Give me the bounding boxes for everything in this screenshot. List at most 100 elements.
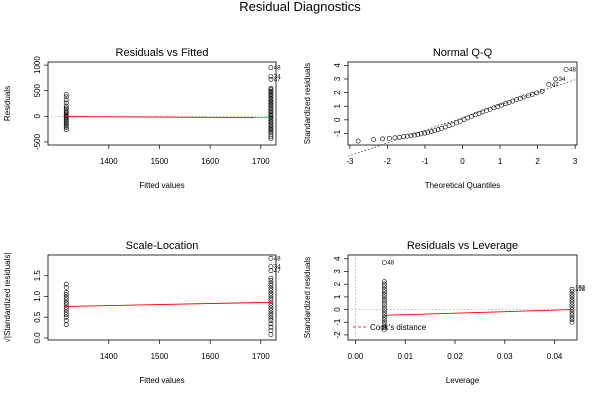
panel-title: Residuals vs Leverage	[407, 240, 518, 252]
data-point	[428, 129, 434, 135]
data-point	[422, 130, 427, 136]
y-tick-label: 1	[333, 294, 342, 299]
data-point	[268, 108, 274, 114]
data-point	[63, 309, 69, 315]
x-tick-label: 3	[573, 157, 578, 166]
data-point	[268, 110, 274, 116]
data-point	[529, 91, 535, 97]
data-point	[268, 321, 274, 327]
data-point	[63, 307, 69, 313]
y-tick-label: 0	[33, 114, 42, 119]
plot-frame	[347, 61, 578, 146]
data-point	[63, 91, 69, 97]
data-point	[569, 312, 575, 318]
data-point	[268, 91, 274, 97]
data-point	[381, 299, 387, 305]
data-point	[268, 65, 274, 71]
data-point	[371, 137, 376, 143]
data-point	[268, 293, 274, 299]
data-point	[63, 105, 69, 111]
data-point	[268, 93, 274, 99]
data-point	[381, 322, 387, 328]
data-point	[408, 133, 414, 139]
data-point	[268, 99, 274, 105]
x-tick-label: 0	[460, 157, 465, 166]
x-axis-label: Leverage	[446, 376, 480, 385]
data-point	[63, 94, 69, 100]
data-point	[63, 312, 69, 318]
y-axis-label: √|Standardized residuals|	[3, 253, 12, 343]
data-point	[268, 128, 274, 134]
data-point	[268, 280, 274, 286]
data-point	[569, 297, 575, 302]
data-point	[63, 314, 69, 320]
data-point	[546, 82, 552, 87]
point-label: 48	[387, 261, 394, 267]
data-point	[397, 134, 402, 140]
data-point	[268, 124, 274, 129]
y-tick-label: 1.5	[33, 270, 42, 282]
data-point	[63, 108, 69, 114]
data-point	[569, 317, 575, 323]
x-tick-label: 1400	[100, 352, 118, 361]
point-label: 47	[274, 77, 281, 83]
y-tick-label: 3	[333, 269, 342, 274]
data-point	[381, 307, 387, 312]
y-tick-label: -1	[333, 318, 342, 326]
data-point	[268, 268, 274, 274]
data-point	[268, 85, 274, 91]
data-point	[381, 304, 387, 310]
data-point	[268, 288, 274, 294]
y-tick-label: 0.0	[33, 332, 42, 344]
data-point	[381, 312, 387, 318]
point-label: 48	[274, 256, 281, 262]
data-point	[569, 302, 575, 307]
data-point	[381, 327, 387, 333]
data-point	[268, 275, 274, 281]
data-point	[268, 132, 274, 138]
x-tick-label: 1700	[252, 157, 270, 166]
x-tick-label: 0.04	[547, 352, 563, 361]
data-point	[268, 290, 274, 296]
y-tick-label: 2	[333, 281, 342, 286]
data-point	[569, 314, 575, 320]
point-label: 48	[569, 67, 576, 73]
x-tick-label: -1	[421, 157, 429, 166]
data-point	[381, 289, 387, 295]
y-tick-label: -500	[33, 133, 42, 150]
x-tick-label: 1600	[201, 157, 219, 166]
data-point	[63, 97, 69, 103]
data-point	[569, 299, 575, 305]
data-point	[569, 304, 575, 310]
x-axis-label: Theoretical Quantiles	[425, 181, 501, 190]
y-tick-label: 1000	[33, 56, 42, 74]
panel-1: Residuals vs Fitted 1400 1500 1600 1700 -500 0…	[3, 47, 281, 190]
data-point	[268, 94, 274, 100]
y-tick-label: 3	[333, 76, 342, 81]
data-point	[63, 294, 69, 300]
data-point	[63, 322, 69, 328]
panel-title: Residuals vs Fitted	[116, 47, 209, 59]
data-point	[521, 94, 527, 100]
data-point	[386, 135, 392, 141]
data-point	[268, 328, 274, 333]
x-tick-label: -2	[384, 157, 392, 166]
data-point	[381, 309, 387, 315]
data-point	[63, 125, 69, 130]
y-tick-label: 0.5	[33, 311, 42, 323]
data-point	[63, 289, 69, 295]
data-point	[268, 116, 274, 122]
data-point	[268, 295, 274, 301]
data-point	[268, 313, 274, 318]
data-point	[268, 77, 274, 82]
x-tick-label: 2	[535, 157, 540, 166]
data-point	[569, 286, 575, 292]
y-axis-label: Standardized residuals	[303, 257, 312, 338]
x-tick-label: 1600	[201, 352, 219, 361]
panel-3: Scale-Location 1400 1500 1600 1700 0.0 0.5 1.0 1…	[3, 240, 281, 385]
data-point	[268, 73, 274, 79]
y-tick-label: -2	[333, 331, 342, 339]
data-point	[525, 93, 531, 99]
